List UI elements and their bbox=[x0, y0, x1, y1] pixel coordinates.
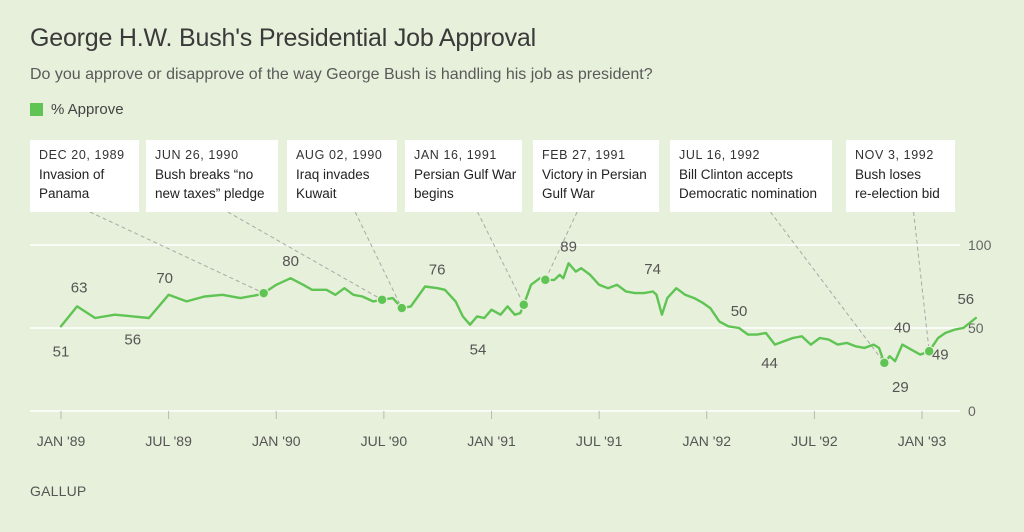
annotation-box bbox=[846, 140, 955, 212]
annotation-marker bbox=[376, 294, 388, 306]
x-tick-label: JAN '90 bbox=[252, 433, 301, 449]
data-label: 89 bbox=[560, 238, 577, 255]
data-label: 50 bbox=[731, 303, 748, 320]
annotation-date: AUG 02, 1990 bbox=[296, 148, 382, 162]
x-tick-label: JUL '92 bbox=[791, 433, 838, 449]
chart-title: George H.W. Bush's Presidential Job Appr… bbox=[30, 24, 536, 52]
annotation-text: new taxes” pledge bbox=[155, 186, 265, 201]
annotation-box bbox=[287, 140, 397, 212]
x-tick-label: JUL '90 bbox=[361, 433, 408, 449]
data-label: 51 bbox=[53, 343, 70, 360]
annotation-date: JAN 16, 1991 bbox=[414, 148, 497, 162]
data-label: 76 bbox=[429, 262, 446, 279]
x-tick-label: JUL '91 bbox=[576, 433, 623, 449]
legend-swatch bbox=[30, 103, 43, 116]
annotation-connector bbox=[477, 211, 525, 305]
y-tick-label: 50 bbox=[968, 320, 984, 336]
data-label: 80 bbox=[282, 253, 299, 270]
data-label: 49 bbox=[932, 347, 949, 364]
annotation-text: Persian Gulf War bbox=[414, 167, 517, 182]
annotation-marker bbox=[539, 274, 551, 286]
annotation-connector bbox=[227, 211, 383, 301]
annotation-date: JUL 16, 1992 bbox=[679, 148, 760, 162]
data-label: 63 bbox=[71, 279, 88, 296]
annotation-connector bbox=[89, 211, 264, 294]
annotation-text: Invasion of bbox=[39, 167, 105, 182]
x-tick-label: JAN '93 bbox=[898, 433, 947, 449]
x-tick-label: JAN '92 bbox=[682, 433, 731, 449]
annotation-text: re-election bid bbox=[855, 186, 940, 201]
annotation-box bbox=[30, 140, 139, 212]
data-label: 70 bbox=[156, 270, 173, 287]
x-tick-label: JUL '89 bbox=[145, 433, 192, 449]
x-tick-label: JAN '89 bbox=[37, 433, 86, 449]
data-label: 56 bbox=[957, 291, 974, 308]
data-label: 54 bbox=[470, 342, 487, 359]
annotation-marker bbox=[878, 357, 890, 369]
annotation-text: Bush loses bbox=[855, 167, 921, 182]
data-label: 29 bbox=[892, 379, 909, 396]
chart-subtitle: Do you approve or disapprove of the way … bbox=[30, 66, 653, 83]
data-label: 56 bbox=[124, 331, 141, 348]
annotation-marker bbox=[923, 345, 935, 357]
annotation-marker bbox=[396, 302, 408, 314]
annotation-box bbox=[670, 140, 832, 212]
legend-label: % Approve bbox=[51, 101, 124, 118]
annotation-date: FEB 27, 1991 bbox=[542, 148, 626, 162]
annotation-box bbox=[405, 140, 522, 212]
data-label: 44 bbox=[761, 355, 778, 372]
data-label: 74 bbox=[644, 261, 661, 278]
annotation-text: Kuwait bbox=[296, 186, 337, 201]
annotation-text: Victory in Persian bbox=[542, 167, 647, 182]
annotation-connector bbox=[544, 211, 578, 281]
series-line-approve bbox=[59, 262, 977, 365]
annotation-date: JUN 26, 1990 bbox=[155, 148, 239, 162]
annotation-text: Iraq invades bbox=[296, 167, 370, 182]
annotation-box bbox=[146, 140, 278, 212]
y-tick-label: 100 bbox=[968, 237, 992, 253]
annotation-text: Bush breaks “no bbox=[155, 167, 253, 182]
source-label: GALLUP bbox=[30, 483, 87, 499]
y-tick-label: 0 bbox=[968, 403, 976, 419]
x-tick-label: JAN '91 bbox=[467, 433, 516, 449]
annotation-connector bbox=[913, 211, 930, 352]
annotation-connector bbox=[354, 211, 403, 309]
annotation-marker bbox=[518, 299, 530, 311]
data-label: 40 bbox=[894, 320, 911, 337]
annotation-date: DEC 20, 1989 bbox=[39, 148, 125, 162]
annotation-text: Bill Clinton accepts bbox=[679, 167, 793, 182]
annotation-date: NOV 3, 1992 bbox=[855, 148, 934, 162]
annotation-text: Democratic nomination bbox=[679, 186, 817, 201]
legend: % Approve bbox=[30, 101, 124, 118]
annotation-text: Panama bbox=[39, 186, 90, 201]
annotation-text: Gulf War bbox=[542, 186, 595, 201]
annotation-marker bbox=[258, 287, 270, 299]
annotation-box bbox=[533, 140, 659, 212]
annotation-text: begins bbox=[414, 186, 454, 201]
annotation-connector bbox=[770, 211, 885, 364]
